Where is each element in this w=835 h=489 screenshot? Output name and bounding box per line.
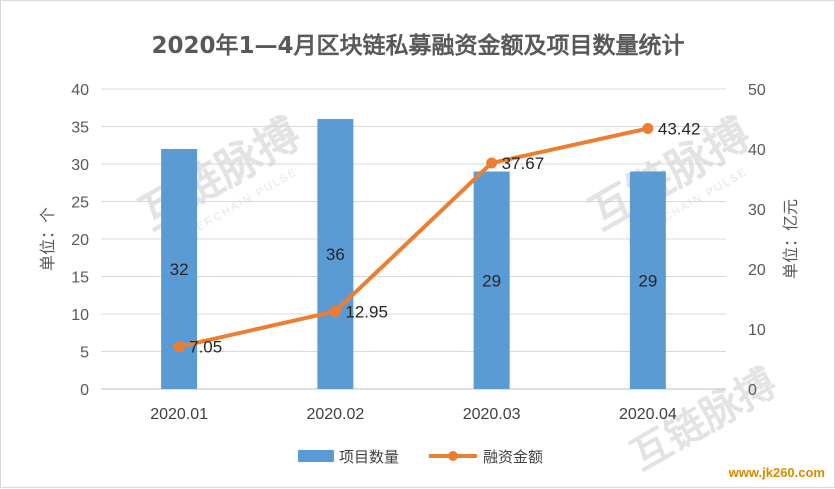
bar-series (161, 119, 666, 389)
bar-data-labels: 32 36 29 29 (170, 245, 658, 290)
line-value-label: 7.05 (189, 338, 222, 357)
left-tick-label: 0 (80, 382, 89, 399)
line-point (642, 122, 654, 134)
bar-value-label: 32 (170, 260, 189, 279)
legend-swatch-dot (448, 451, 458, 461)
bar-value-label: 36 (326, 245, 345, 264)
left-tick-label: 10 (71, 307, 89, 324)
left-axis-ticks: 0 5 10 15 20 25 30 35 40 (71, 82, 89, 399)
right-tick-label: 0 (748, 382, 757, 399)
left-tick-label: 40 (71, 82, 89, 99)
line-value-label: 12.95 (345, 302, 388, 321)
bar (629, 171, 666, 389)
line-path (178, 126, 649, 349)
left-tick-label: 25 (71, 195, 89, 212)
category-label: 2020.04 (619, 406, 677, 423)
right-tick-label: 10 (748, 322, 766, 339)
chart-title: 2020年1—4月区块链私募融资金额及项目数量统计 (151, 32, 684, 59)
line-data-labels: 7.05 12.95 37.67 43.42 (189, 119, 700, 356)
right-tick-label: 30 (748, 202, 766, 219)
gridlines (101, 88, 726, 390)
line-value-label: 37.67 (502, 154, 545, 173)
watermark-1: 互链脉搏 INTERCHAIN PULSE (131, 108, 309, 245)
left-axis-title: 单位：个 (38, 207, 57, 271)
left-tick-label: 35 (71, 120, 89, 137)
line-series (173, 122, 654, 353)
left-tick-label: 30 (71, 157, 89, 174)
legend-label-bar: 项目数量 (339, 448, 399, 466)
bar-value-label: 29 (638, 271, 657, 290)
category-labels: 2020.01 2020.02 2020.03 2020.04 (150, 406, 677, 423)
corner-watermark-text: www.jk260.com (728, 465, 825, 480)
left-tick-label: 5 (80, 345, 89, 362)
bar (473, 171, 510, 389)
bar (317, 119, 354, 389)
legend-label-line: 融资金额 (483, 448, 543, 466)
category-label: 2020.01 (150, 406, 208, 423)
right-axis-ticks: 0 10 20 30 40 50 (748, 82, 766, 399)
line-point (329, 305, 341, 317)
category-label: 2020.02 (306, 406, 364, 423)
line-point (173, 341, 185, 353)
right-axis-title: 单位：亿元 (781, 199, 800, 279)
right-tick-label: 50 (748, 82, 766, 99)
line-value-label: 43.42 (658, 119, 701, 138)
right-tick-label: 20 (748, 262, 766, 279)
category-label: 2020.03 (463, 406, 521, 423)
line-point (486, 157, 498, 169)
legend-swatch-bar (298, 450, 334, 462)
bar-value-label: 29 (482, 271, 501, 290)
left-tick-label: 15 (71, 270, 89, 287)
left-tick-label: 20 (71, 232, 89, 249)
right-tick-label: 40 (748, 142, 766, 159)
legend: 项目数量 融资金额 (298, 448, 543, 466)
